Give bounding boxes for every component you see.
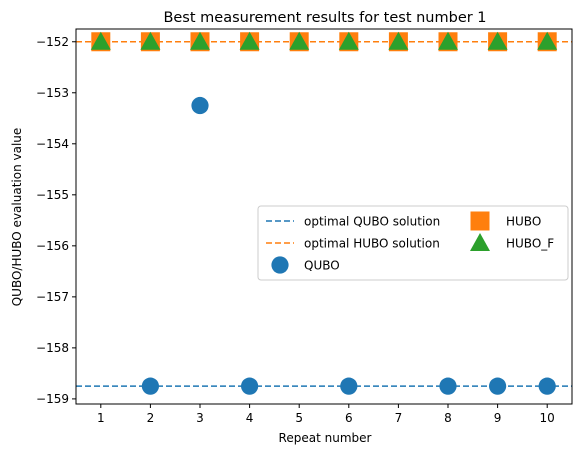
plot-frame xyxy=(75,28,573,405)
y-tick-label-156: −156 xyxy=(36,239,69,253)
legend-label-optimal-hubo-solution: optimal HUBO solution xyxy=(304,237,440,251)
point-qubo-6 xyxy=(340,377,358,395)
x-tick-label-2: 2 xyxy=(147,411,155,425)
y-tick-label-155: −155 xyxy=(36,188,69,202)
legend-box xyxy=(257,205,569,281)
legend-label-optimal-qubo-solution: optimal QUBO solution xyxy=(304,215,440,229)
x-axis-label: Repeat number xyxy=(279,431,372,445)
point-qubo-4 xyxy=(241,377,259,395)
point-hubo-f-8 xyxy=(438,31,458,50)
point-hubo-f-3 xyxy=(190,31,210,50)
y-tick-label-154: −154 xyxy=(36,137,69,151)
point-hubo-f-4 xyxy=(239,31,260,50)
point-hubo-f-5 xyxy=(289,31,310,50)
x-tick-label-3: 3 xyxy=(196,411,204,425)
point-qubo-10 xyxy=(538,377,556,395)
x-axis-ticks: 1 2 3 4 5 6 7 8 9 10 xyxy=(97,404,555,425)
point-hubo-f-7 xyxy=(388,31,409,50)
point-qubo-8 xyxy=(439,377,457,395)
legend-label-hubo-f: HUBO_F xyxy=(506,237,554,251)
y-tick-label-152: −152 xyxy=(36,35,69,49)
x-tick-label-4: 4 xyxy=(246,411,254,425)
point-hubo-f-6 xyxy=(338,31,359,50)
legend-swatch-qubo xyxy=(271,256,289,274)
legend-swatch-hubo-f xyxy=(470,233,490,251)
y-tick-label-153: −153 xyxy=(36,86,69,100)
legend-label-hubo: HUBO xyxy=(506,215,541,229)
legend-label-qubo: QUBO xyxy=(304,259,340,273)
point-qubo-2 xyxy=(141,377,159,395)
point-hubo-f-2 xyxy=(140,31,161,50)
point-hubo-f-10 xyxy=(537,31,558,50)
point-hubo-f-1 xyxy=(90,31,111,50)
y-tick-label-157: −157 xyxy=(36,290,69,304)
data-points xyxy=(90,31,558,395)
x-tick-label-10: 10 xyxy=(540,411,555,425)
chart-title: Best measurement results for test number… xyxy=(163,10,486,26)
y-axis-label: QUBO/HUBO evaluation value xyxy=(10,128,24,307)
point-qubo-3 xyxy=(191,96,209,115)
y-tick-label-159: −159 xyxy=(36,392,69,406)
point-hubo-f-9 xyxy=(487,31,508,50)
x-tick-label-6: 6 xyxy=(345,411,353,425)
x-tick-label-7: 7 xyxy=(395,411,403,425)
legend-swatch-hubo xyxy=(470,211,490,231)
x-tick-label-5: 5 xyxy=(295,411,303,425)
legend: optimal QUBO solution optimal HUBO soluti… xyxy=(257,205,569,281)
y-axis-ticks: −159 −158 −157 −156 −155 −154 −153 −152 xyxy=(36,35,76,406)
x-tick-label-8: 8 xyxy=(444,411,452,425)
y-tick-label-158: −158 xyxy=(36,341,69,355)
x-tick-label-1: 1 xyxy=(97,411,105,425)
point-qubo-9 xyxy=(489,377,507,395)
x-tick-label-9: 9 xyxy=(494,411,502,425)
